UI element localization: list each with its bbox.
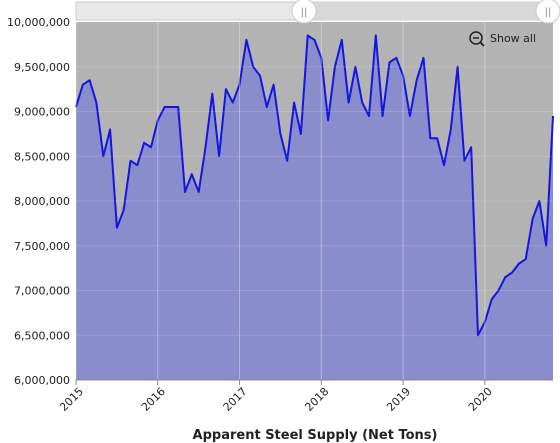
x-tick-label: 2016 — [139, 385, 168, 414]
area-fill — [76, 35, 553, 381]
y-tick-label: 7,000,000 — [14, 285, 70, 298]
y-tick-label: 9,500,000 — [14, 61, 70, 74]
zoom-icon — [469, 31, 483, 45]
x-tick-label: 2018 — [302, 385, 331, 414]
y-tick-label: 10,000,000 — [7, 16, 70, 29]
axis-title: Apparent Steel Supply (Net Tons) — [193, 428, 438, 443]
navigator-range[interactable] — [304, 2, 548, 20]
navigator-handle[interactable] — [291, 0, 317, 24]
navigator-handle[interactable] — [535, 0, 560, 24]
show-all-button[interactable]: Show all — [469, 31, 536, 47]
line — [75, 34, 554, 337]
show-all-label[interactable]: Show all — [490, 32, 536, 45]
x-tick-label: 2015 — [57, 385, 86, 414]
y-tick-label: 7,500,000 — [14, 240, 70, 253]
y-tick-label: 8,500,000 — [14, 150, 70, 163]
handle-grip: || — [545, 7, 552, 18]
plot: STEEL MARKET UPDATE — [75, 21, 554, 381]
y-tick-label: 6,000,000 — [14, 374, 70, 387]
x-tick-label: 2020 — [466, 385, 495, 414]
x-tick-label: 2019 — [384, 385, 413, 414]
x-tick-label: 2017 — [221, 385, 250, 414]
y-tick-label: 9,000,000 — [14, 106, 70, 119]
zoom-icon-handle — [479, 41, 485, 47]
y-tick-label: 8,000,000 — [14, 195, 70, 208]
handle-grip: || — [301, 7, 308, 18]
y-tick-label: 6,500,000 — [14, 329, 70, 342]
